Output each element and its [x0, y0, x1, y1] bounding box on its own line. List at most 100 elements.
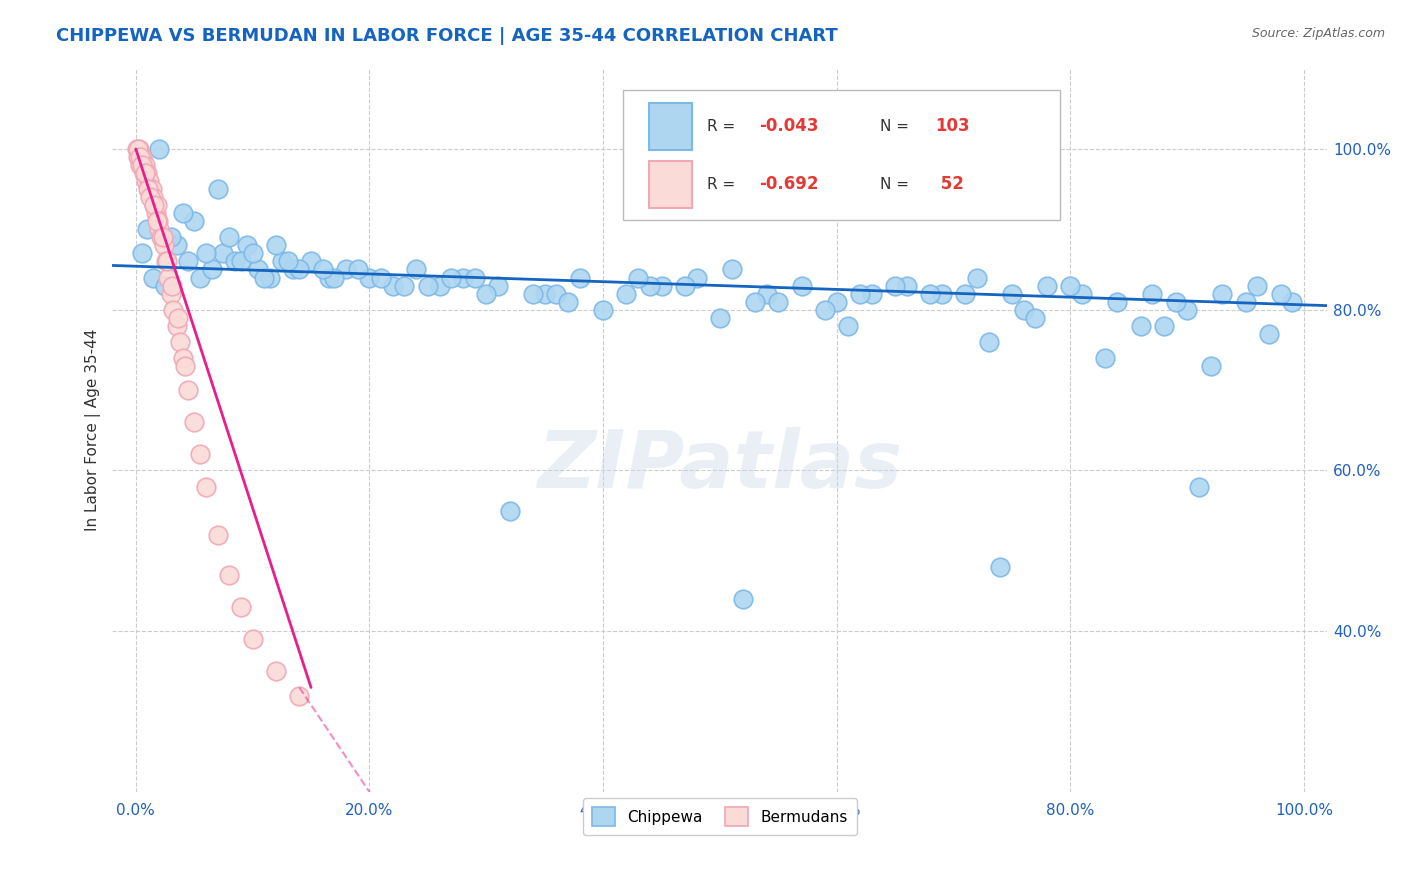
FancyBboxPatch shape [623, 90, 1060, 220]
Point [139, 190, 162, 204]
Point [138, 174, 160, 188]
Point [207, 182, 229, 196]
Text: N =: N = [880, 119, 914, 134]
Point [673, 278, 696, 293]
Point [323, 270, 346, 285]
Point [264, 665, 287, 679]
Point [177, 254, 200, 268]
Point [1153, 318, 1175, 333]
Point [533, 286, 555, 301]
Point [1071, 286, 1094, 301]
Point [733, 592, 755, 607]
Point [253, 270, 276, 285]
Point [236, 238, 259, 252]
Point [685, 270, 707, 285]
Point [125, 142, 148, 156]
Point [370, 270, 392, 285]
Point [212, 246, 235, 260]
Point [146, 214, 169, 228]
Point [768, 294, 790, 309]
Point [1199, 359, 1222, 373]
Point [128, 150, 150, 164]
Point [312, 262, 335, 277]
Point [359, 270, 381, 285]
Point [1234, 294, 1257, 309]
Point [152, 230, 174, 244]
Point [229, 254, 252, 268]
Point [160, 278, 183, 293]
Point [381, 278, 404, 293]
Point [335, 262, 357, 277]
Point [288, 689, 311, 703]
Point [568, 270, 591, 285]
Point [1175, 302, 1198, 317]
Point [299, 254, 322, 268]
Point [790, 278, 813, 293]
Point [143, 198, 166, 212]
Point [128, 142, 150, 156]
Text: 52: 52 [935, 175, 965, 194]
Point [177, 383, 200, 397]
Point [896, 278, 918, 293]
Point [920, 286, 942, 301]
Point [318, 270, 340, 285]
Point [955, 286, 977, 301]
Point [142, 198, 165, 212]
Point [132, 158, 155, 172]
Point [557, 294, 579, 309]
Point [218, 230, 240, 244]
Point [129, 158, 152, 172]
Point [288, 262, 311, 277]
Point [135, 174, 157, 188]
Point [405, 262, 427, 277]
Point [1188, 479, 1211, 493]
Text: Source: ZipAtlas.com: Source: ZipAtlas.com [1251, 27, 1385, 40]
Point [188, 447, 211, 461]
Point [150, 230, 173, 244]
Point [498, 503, 520, 517]
Point [194, 246, 217, 260]
Point [1211, 286, 1233, 301]
Point [136, 166, 159, 180]
Point [131, 246, 153, 260]
Point [1164, 294, 1187, 309]
Point [218, 568, 240, 582]
Point [188, 270, 211, 285]
Point [242, 632, 264, 647]
Point [1258, 326, 1281, 341]
Point [229, 600, 252, 615]
Legend: Chippewa, Bermudans: Chippewa, Bermudans [583, 798, 858, 835]
Text: R =: R = [707, 177, 740, 192]
Point [159, 230, 181, 244]
Point [183, 415, 205, 429]
Point [142, 270, 165, 285]
Point [153, 278, 176, 293]
Point [837, 318, 859, 333]
Bar [650, 161, 692, 208]
Point [1036, 278, 1059, 293]
Point [966, 270, 988, 285]
Text: -0.043: -0.043 [759, 118, 818, 136]
Point [183, 214, 205, 228]
Point [1246, 278, 1268, 293]
Point [1024, 310, 1046, 325]
Point [546, 286, 568, 301]
Point [172, 206, 194, 220]
Point [977, 334, 1000, 349]
Text: ZIPatlas: ZIPatlas [537, 427, 903, 506]
Point [1059, 278, 1081, 293]
Point [148, 142, 170, 156]
Point [145, 206, 167, 220]
Point [155, 254, 177, 268]
Point [134, 166, 156, 180]
Point [142, 190, 165, 204]
Point [132, 166, 155, 180]
Point [825, 294, 848, 309]
Point [884, 278, 907, 293]
Text: CHIPPEWA VS BERMUDAN IN LABOR FORCE | AGE 35-44 CORRELATION CHART: CHIPPEWA VS BERMUDAN IN LABOR FORCE | AG… [56, 27, 838, 45]
Point [157, 270, 180, 285]
Point [146, 198, 169, 212]
Point [1012, 302, 1035, 317]
Point [172, 351, 194, 365]
Point [194, 479, 217, 493]
